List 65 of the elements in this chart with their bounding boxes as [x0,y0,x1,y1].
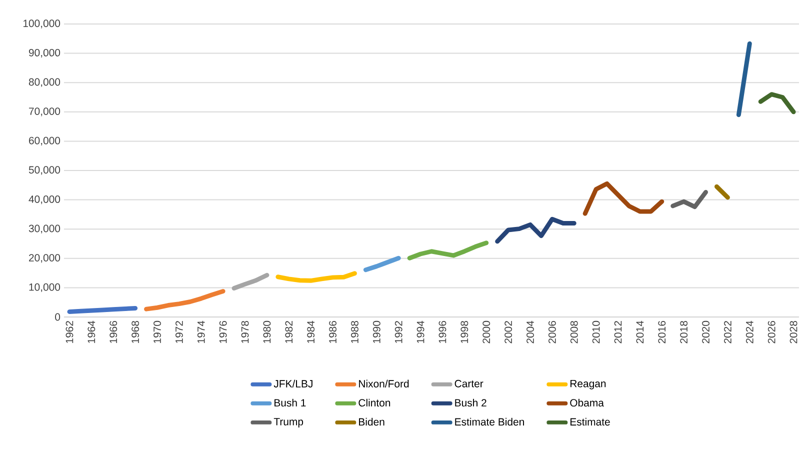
legend-label: Clinton [358,398,390,407]
y-tick-label: 100,000 [23,20,60,28]
legend-label: Bush 2 [455,398,486,407]
x-tick-label: 2002 [504,321,512,344]
x-tick-label: 1974 [197,320,205,343]
y-tick-label: 0 [55,313,60,321]
line-series [232,272,270,291]
x-tick-label: 2024 [746,320,754,344]
x-tick-label: 1976 [219,320,227,343]
x-tick-label: 2000 [482,320,490,344]
x-tick-label: 2020 [702,320,710,344]
legend-label: Reagan [570,380,606,390]
x-tick-label: 1970 [154,320,161,343]
legend-label: Biden [359,418,384,426]
y-tick-label: 50,000 [28,166,60,175]
legend-label: Carter [454,380,484,388]
legend-label: Nixon/Ford [359,380,409,388]
y-tick-label: 30,000 [28,224,60,234]
x-tick-label: 1992 [394,321,402,343]
x-tick-label: 1986 [329,320,336,343]
legend-label: JFK/LBJ [274,380,312,388]
x-tick-label: 1998 [460,320,468,343]
x-tick-label: 1962 [66,321,74,343]
y-tick-label: 80,000 [28,78,60,87]
x-tick-label: 2016 [658,320,666,344]
x-tick-label: 1996 [438,320,446,343]
x-tick-label: 1984 [307,320,315,343]
x-tick-label: 1982 [285,321,293,343]
legend-label: Bush 1 [274,398,306,407]
x-tick-label: 1972 [175,321,183,343]
x-tick-label: 1980 [263,320,271,343]
line-series [495,216,576,244]
x-tick-label: 2014 [636,320,644,344]
x-tick-label: 1988 [351,320,358,343]
y-tick-label: 70,000 [29,108,60,116]
x-tick-label: 1968 [132,320,140,343]
line-series [276,271,357,283]
line-series [144,288,226,312]
line-series [582,181,664,216]
y-tick-label: 60,000 [29,136,60,146]
x-tick-label: 1978 [241,320,249,343]
x-tick-label: 2012 [614,321,622,344]
x-tick-label: 2008 [570,320,578,344]
legend-label: Trump [274,418,304,428]
x-tick-label: 2026 [768,320,776,344]
y-tick-label: 20,000 [29,254,60,263]
line-series [670,190,708,210]
x-tick-label: 2018 [680,320,688,344]
y-tick-label: 40,000 [28,195,60,204]
legend-label: Obama [570,398,604,407]
x-tick-label: 1990 [372,320,380,343]
y-tick-label: 90,000 [28,48,60,58]
line-series [758,92,796,114]
x-tick-label: 2010 [592,320,600,344]
x-tick-label: 1964 [88,320,96,343]
x-tick-label: 1994 [416,320,424,343]
x-tick-label: 2028 [790,320,798,344]
x-tick-label: 2006 [548,320,556,344]
x-tick-label: 2022 [724,321,732,344]
line-series [407,240,489,260]
x-tick-label: 2004 [526,320,534,344]
legend-label: Estimate Biden [455,418,524,426]
y-tick-label: 10,000 [29,283,60,292]
legend-label: Estimate [570,418,610,426]
x-tick-label: 1966 [110,320,118,343]
